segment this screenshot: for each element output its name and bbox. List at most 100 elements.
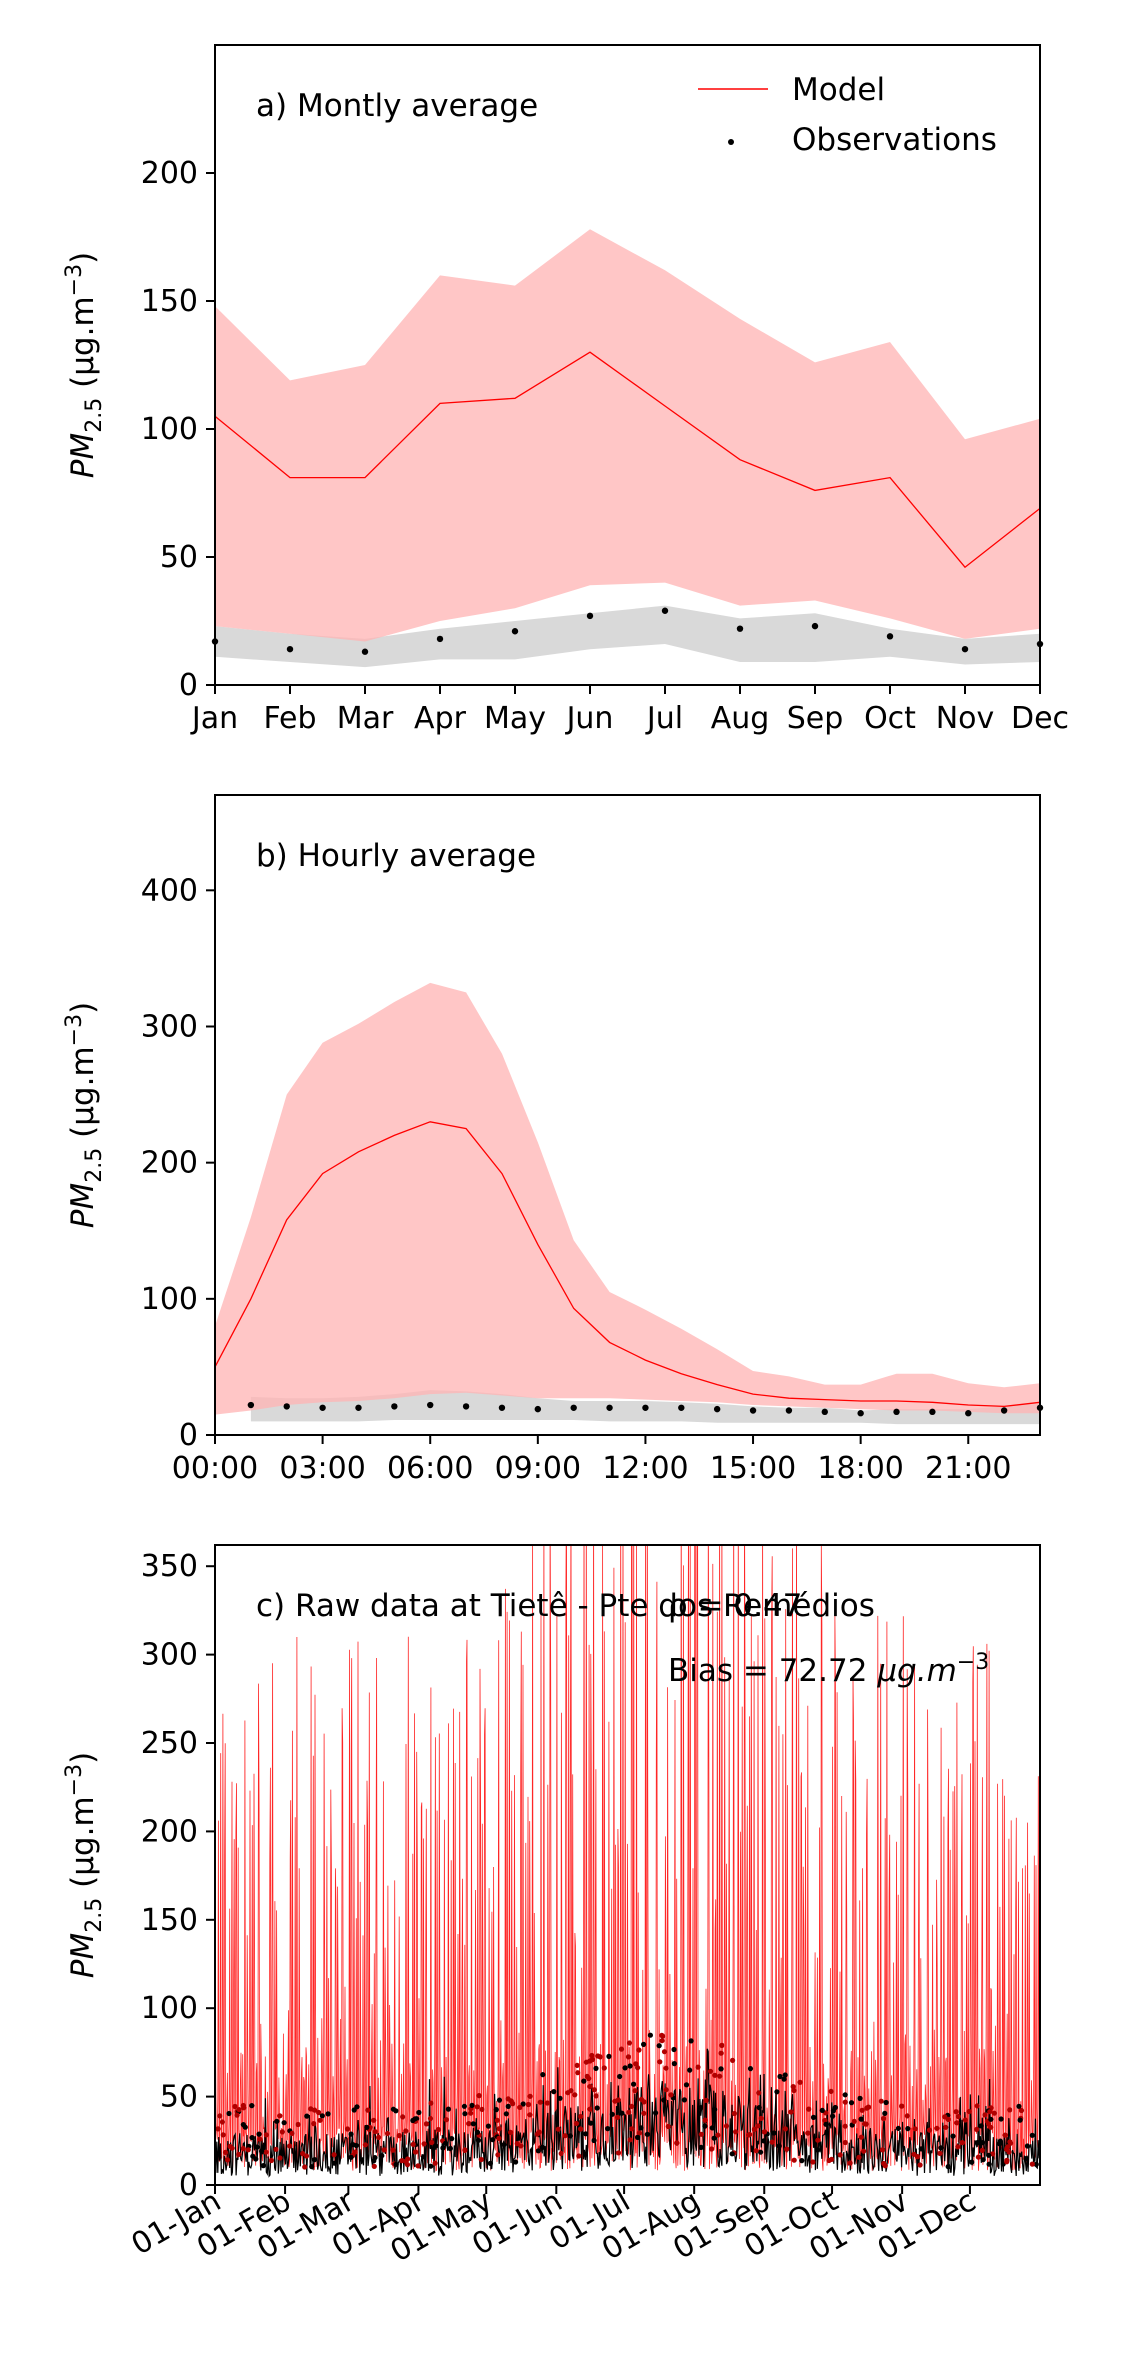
observation-point (551, 2089, 557, 2095)
observation-point (352, 2149, 358, 2155)
observation-point (468, 2110, 474, 2116)
observation-point (905, 2126, 911, 2132)
observation-point (987, 2109, 993, 2115)
observation-point (790, 2084, 796, 2090)
observation-point (420, 2154, 427, 2160)
observation-point (731, 2110, 738, 2117)
observation-point (396, 2133, 402, 2139)
observation-point (364, 2124, 370, 2130)
observation-point (586, 2075, 592, 2082)
observation-point (805, 2130, 811, 2136)
observation-point (799, 2158, 805, 2164)
observation-point (562, 2133, 568, 2139)
observation-point (638, 2125, 644, 2131)
panel-a-xtick-label: Dec (1011, 701, 1069, 736)
observation-point (671, 2046, 677, 2053)
observation-point (712, 2106, 718, 2113)
observation-point (974, 2126, 980, 2132)
observation-point (508, 2129, 514, 2135)
observation-point (619, 2110, 625, 2116)
observation-point (618, 2046, 625, 2052)
observation-point (659, 2038, 665, 2044)
observation-point (631, 2081, 637, 2087)
panel-c-ylabel: PM2.5 (µg.m−3) (62, 1752, 107, 1978)
observation-point (331, 2160, 337, 2166)
observation-point (435, 2126, 441, 2133)
observation-point (287, 2143, 293, 2149)
observation-point (810, 2159, 816, 2165)
observation-point (882, 2110, 888, 2116)
observation-point (317, 2117, 323, 2123)
observation-point (615, 2150, 622, 2156)
observation-point (717, 2073, 723, 2079)
observation-point (837, 2152, 843, 2158)
observation-point (881, 2115, 887, 2122)
panel-c-correlation: ρ = 0.47 (668, 1588, 802, 1624)
observation-point (858, 2116, 864, 2122)
observation-point (851, 2118, 857, 2124)
observation-point (912, 2126, 918, 2132)
observation-point (222, 2149, 229, 2155)
observation-point (878, 2098, 884, 2104)
panel-b-ytick-label: 100 (141, 1282, 198, 1317)
observation-point (638, 2096, 645, 2102)
observation-point (986, 2161, 992, 2167)
panel-a-ylabel: PM2.5 (µg.m−3) (62, 252, 107, 478)
observation-point (661, 2049, 668, 2055)
observation-point (703, 2097, 709, 2103)
observation-point (587, 2083, 593, 2090)
observation-point (815, 2137, 821, 2143)
observation-point (379, 2153, 385, 2159)
panel-a-xtick-label: Aug (711, 701, 770, 736)
observation-point (594, 2105, 600, 2111)
observation-point (283, 1403, 290, 1410)
observation-point (709, 2125, 715, 2131)
observation-point (814, 2147, 820, 2153)
observation-point (979, 2140, 986, 2146)
observation-point (428, 2100, 434, 2106)
observation-point (753, 2148, 759, 2154)
observation-point (629, 2126, 635, 2132)
panel-a-xtick-label: Oct (864, 701, 916, 736)
observation-point (663, 2065, 669, 2071)
observation-point (304, 2113, 310, 2119)
observation-point (635, 2134, 641, 2140)
observation-point (830, 2113, 836, 2119)
observation-point (606, 2053, 612, 2059)
observation-point (605, 2126, 611, 2132)
observation-point (642, 1404, 649, 1411)
observation-point (485, 2123, 491, 2129)
observation-point (747, 2066, 754, 2072)
observation-point (403, 2128, 409, 2134)
panel-a-xtick-label: Nov (936, 701, 995, 736)
legend: Model Observations (698, 72, 997, 158)
observation-point (449, 2136, 455, 2142)
observation-point (428, 2163, 434, 2169)
observation-point (537, 2099, 543, 2105)
observation-point (217, 2113, 223, 2119)
observation-point (823, 2121, 829, 2127)
observation-point (661, 2097, 667, 2103)
observation-point (319, 2113, 325, 2119)
observation-point (797, 2079, 803, 2085)
observation-point (311, 2121, 317, 2127)
observation-point (325, 2111, 331, 2117)
observation-point (709, 2146, 715, 2152)
observation-point (774, 2089, 780, 2095)
observation-point (945, 2116, 951, 2122)
model-band (215, 229, 1040, 642)
observation-point (249, 2135, 255, 2141)
observation-point (758, 2149, 764, 2155)
observation-point (1029, 2161, 1035, 2167)
observation-point (286, 645, 294, 653)
observation-point (747, 2131, 753, 2138)
observation-point (782, 2126, 789, 2132)
panel-a-ytick-label: 200 (141, 156, 198, 191)
panel-c-title: c) Raw data at Tietê - Pte dos Remédios (256, 1588, 875, 1624)
observation-point (733, 2129, 739, 2135)
observation-point (761, 2138, 767, 2144)
observation-point (617, 2073, 623, 2080)
observation-point (517, 2104, 523, 2110)
observation-point (736, 625, 744, 632)
